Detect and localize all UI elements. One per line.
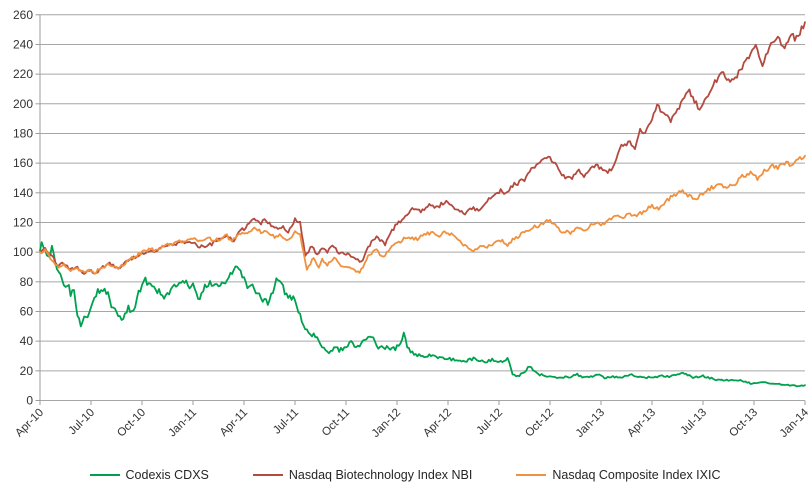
svg-text:180: 180 xyxy=(13,126,33,140)
svg-text:80: 80 xyxy=(20,275,34,289)
legend-item-codexis: Codexis CDXS xyxy=(89,468,209,482)
svg-text:20: 20 xyxy=(20,364,34,378)
svg-text:160: 160 xyxy=(13,156,33,170)
svg-text:100: 100 xyxy=(13,245,33,259)
svg-text:Apr-10: Apr-10 xyxy=(13,407,46,440)
svg-text:260: 260 xyxy=(13,8,33,22)
legend-label-ixic: Nasdaq Composite Index IXIC xyxy=(552,468,721,482)
svg-text:Jan-12: Jan-12 xyxy=(370,407,403,440)
svg-text:Apr-13: Apr-13 xyxy=(625,407,658,440)
legend-item-ixic: Nasdaq Composite Index IXIC xyxy=(516,468,720,482)
svg-text:200: 200 xyxy=(13,97,33,111)
svg-text:Jan-11: Jan-11 xyxy=(166,407,199,440)
chart-legend: Codexis CDXS Nasdaq Biotechnology Index … xyxy=(0,468,810,482)
svg-text:Jan-14: Jan-14 xyxy=(778,406,810,440)
legend-item-nbi: Nasdaq Biotechnology Index NBI xyxy=(252,468,473,482)
svg-text:Jan-13: Jan-13 xyxy=(574,407,607,440)
svg-text:40: 40 xyxy=(20,334,34,348)
svg-text:Jul-13: Jul-13 xyxy=(678,407,709,438)
svg-text:Oct-10: Oct-10 xyxy=(115,407,148,440)
svg-text:Apr-12: Apr-12 xyxy=(421,407,454,440)
svg-text:Oct-13: Oct-13 xyxy=(727,407,760,440)
legend-label-nbi: Nasdaq Biotechnology Index NBI xyxy=(288,468,473,482)
svg-text:0: 0 xyxy=(26,394,33,408)
legend-label-codexis: Codexis CDXS xyxy=(125,468,209,482)
legend-swatch-ixic xyxy=(516,473,547,477)
svg-text:Jul-11: Jul-11 xyxy=(271,407,301,437)
svg-text:Jul-12: Jul-12 xyxy=(474,407,505,438)
svg-text:140: 140 xyxy=(13,186,33,200)
svg-text:120: 120 xyxy=(13,215,33,229)
svg-text:Oct-12: Oct-12 xyxy=(523,407,556,440)
svg-text:Jul-10: Jul-10 xyxy=(66,407,97,438)
legend-swatch-codexis xyxy=(89,473,120,477)
svg-text:60: 60 xyxy=(20,304,34,318)
svg-text:Apr-11: Apr-11 xyxy=(218,407,250,439)
legend-swatch-nbi xyxy=(252,473,283,477)
svg-text:220: 220 xyxy=(13,67,33,81)
svg-text:Oct-11: Oct-11 xyxy=(320,407,352,439)
svg-text:240: 240 xyxy=(13,37,33,51)
